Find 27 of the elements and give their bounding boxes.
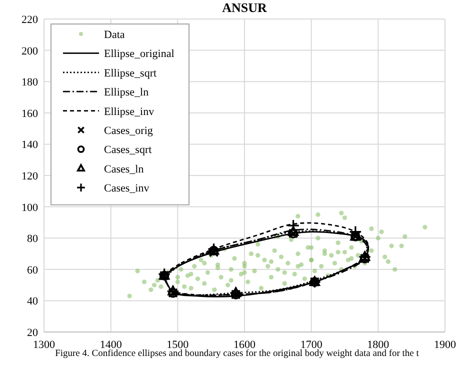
y-tick-label: 120 bbox=[22, 170, 38, 182]
y-tick-label: 40 bbox=[27, 296, 38, 308]
annotation: Ellipse_ln bbox=[104, 86, 150, 99]
annotation: Ellipse_sqrt bbox=[104, 67, 157, 80]
y-tick-label: 80 bbox=[27, 233, 38, 246]
annotation: Ellipse_inv bbox=[104, 106, 155, 118]
y-tick-label: 160 bbox=[22, 108, 38, 120]
y-tick-label: 220 bbox=[22, 14, 38, 26]
y-tick-label: 140 bbox=[22, 139, 38, 152]
y-tick-label: 100 bbox=[22, 202, 38, 214]
legend-label: Cases_sqrt bbox=[104, 144, 152, 156]
y-tick-label: 180 bbox=[22, 76, 38, 89]
x-tick-label: 1300 bbox=[33, 339, 56, 351]
x-tick-label: 1500 bbox=[166, 339, 190, 351]
legend-label: Cases_orig bbox=[104, 125, 154, 137]
chart-title: ANSUR bbox=[222, 0, 268, 15]
annotation: Ellipse_original bbox=[104, 48, 174, 60]
y-tick-label: 20 bbox=[27, 327, 38, 339]
x-tick-label: 1800 bbox=[367, 339, 390, 351]
caption: Figure 4. Confidence ellipses and boundary cases for the original body weight data and for the t bbox=[55, 349, 420, 359]
x-tick-label: 1600 bbox=[234, 339, 256, 351]
legend-label: Cases_inv bbox=[104, 182, 150, 195]
x-tick-label: 1900 bbox=[434, 339, 456, 351]
legend-label: Cases_ln bbox=[104, 163, 144, 176]
legend-label: Data bbox=[104, 29, 125, 41]
y-tick-label: 60 bbox=[27, 264, 38, 276]
y-tick-label: 200 bbox=[22, 45, 38, 58]
